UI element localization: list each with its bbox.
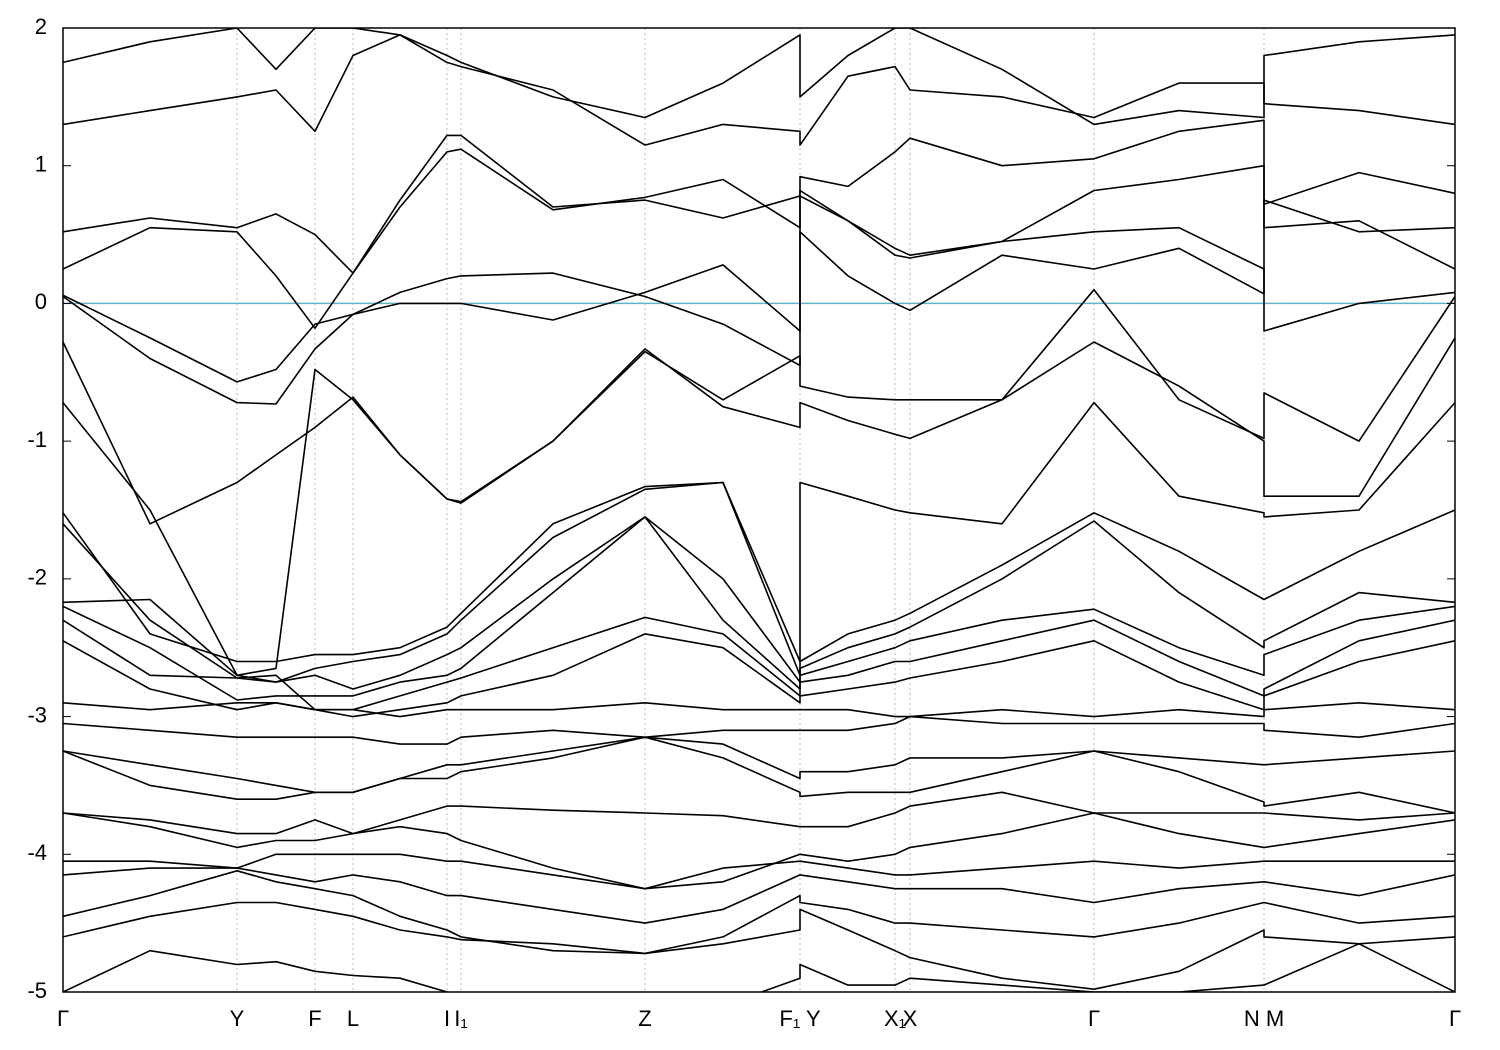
band-line: [63, 199, 1455, 383]
band-line: [63, 901, 1455, 990]
y-tick-label: -1: [27, 427, 47, 452]
band-line: [63, 288, 1455, 525]
x-tick-label: Z: [638, 1006, 651, 1031]
y-tick-label: 1: [35, 152, 47, 177]
band-line: [63, 715, 1455, 745]
y-tick-label: -3: [27, 702, 47, 727]
band-line: [63, 853, 1455, 890]
band-line: [63, 516, 1455, 701]
y-tick-label: -4: [27, 840, 47, 865]
band-line: [63, 148, 1455, 329]
band-line: [63, 119, 1455, 274]
x-tick-label: I: [444, 1006, 450, 1031]
plot-frame: [62, 27, 1456, 993]
x-tick-label: X: [903, 1006, 918, 1031]
band-line: [63, 28, 1455, 126]
band-line: [63, 616, 1455, 711]
band-line: [63, 516, 1455, 690]
band-line: [63, 812, 1455, 890]
labels-layer: -5 -4 -3 -2 -1 0 1 2 Γ Y F L I I₁ Z F₁ Y X₁X Γ N M Γ: [27, 14, 1461, 1031]
y-tick-label: -5: [27, 978, 47, 1003]
band-line: [63, 481, 1455, 683]
band-line: [63, 34, 1455, 146]
band-line: [63, 870, 1455, 955]
y-tick-label: 2: [35, 14, 47, 39]
x-tick-label: F: [308, 1006, 321, 1031]
y-tick-label: -2: [27, 565, 47, 590]
x-tick-label: Γ: [1088, 1006, 1100, 1031]
band-line: [63, 791, 1455, 835]
band-line: [63, 736, 1455, 794]
x-tick-label: Y: [230, 1006, 245, 1031]
band-line: [63, 401, 1455, 663]
band-line: [63, 702, 1455, 718]
x-tick-label: Γ: [57, 1006, 69, 1031]
x-tick-label: X₁: [884, 1006, 906, 1031]
x-tick-label: F₁ Y: [779, 1006, 821, 1031]
band-line: [63, 195, 1455, 405]
band-line: [63, 867, 1455, 924]
band-line: [63, 736, 1455, 814]
band-line: [63, 337, 1455, 677]
x-tick-label: Γ: [1449, 1006, 1461, 1031]
bands-layer: [63, 28, 1455, 992]
band-line: [63, 943, 1455, 992]
x-tick-label: N M: [1244, 1006, 1284, 1031]
y-tick-label: 0: [35, 289, 47, 314]
x-tick-label: L: [347, 1006, 359, 1031]
x-tick-label: I₁: [454, 1006, 468, 1031]
